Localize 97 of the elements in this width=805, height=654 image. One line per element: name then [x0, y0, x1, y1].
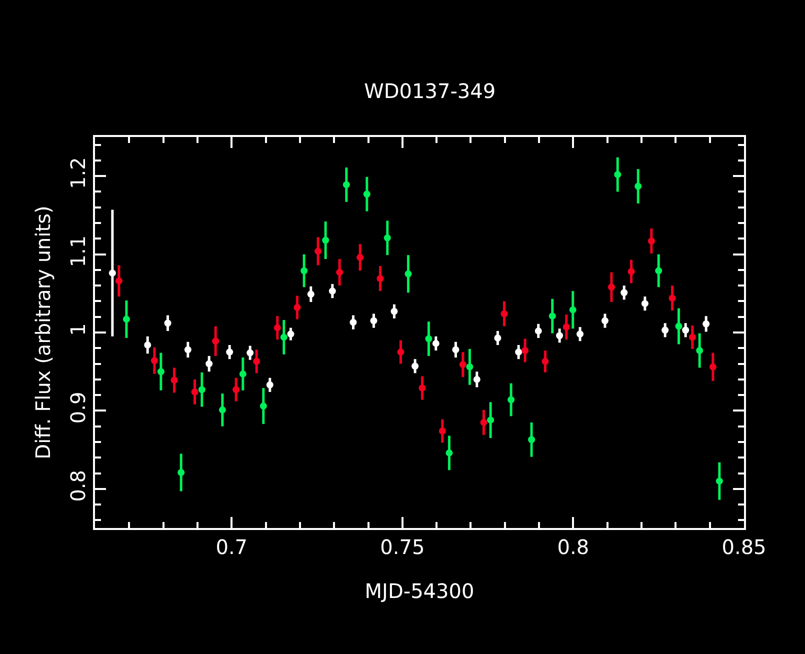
point — [404, 270, 412, 278]
point — [534, 327, 542, 334]
point — [384, 234, 391, 242]
point — [648, 238, 655, 245]
point — [322, 236, 330, 244]
point — [390, 308, 398, 315]
x-tick-label: 0.7 — [216, 535, 248, 559]
point — [218, 406, 226, 414]
point — [232, 386, 240, 394]
point — [287, 330, 294, 338]
point — [500, 310, 508, 318]
point — [655, 267, 662, 274]
point — [370, 317, 378, 324]
y-axis-title: Diff. Flux (arbitrary units) — [31, 206, 55, 460]
point — [425, 335, 432, 342]
point — [314, 248, 322, 255]
point — [239, 370, 246, 378]
x-axis-title: MJD-54300 — [364, 579, 474, 603]
point — [170, 376, 178, 384]
point — [350, 318, 357, 326]
point — [307, 290, 314, 298]
x-tick-label: 0.8 — [557, 535, 590, 559]
point — [446, 449, 453, 456]
x-tick-label: 0.75 — [380, 535, 425, 559]
point — [212, 338, 220, 345]
point — [452, 346, 460, 354]
point — [668, 294, 676, 302]
point — [696, 346, 704, 354]
point — [675, 322, 682, 330]
point — [641, 300, 648, 308]
point — [569, 306, 576, 314]
y-tick-label: 1.1 — [66, 235, 90, 268]
point — [466, 363, 474, 370]
point — [702, 320, 710, 328]
y-tick-label: 0.8 — [66, 470, 90, 502]
point — [542, 358, 549, 365]
point — [682, 326, 690, 334]
point — [206, 360, 213, 368]
point — [459, 361, 466, 368]
point — [494, 334, 502, 342]
point — [634, 182, 642, 190]
point — [508, 396, 515, 404]
point — [418, 384, 426, 392]
point — [709, 363, 716, 370]
point — [184, 346, 192, 354]
point — [438, 428, 446, 435]
point — [576, 330, 584, 338]
point — [608, 284, 615, 291]
point — [280, 334, 288, 341]
point — [601, 317, 608, 324]
point — [266, 381, 274, 388]
point — [191, 388, 198, 396]
point — [688, 334, 696, 341]
point — [144, 342, 152, 349]
chart-title: WD0137-349 — [364, 79, 496, 103]
point — [515, 348, 522, 356]
point — [548, 312, 556, 320]
point — [528, 436, 536, 444]
point — [122, 316, 130, 323]
point — [253, 358, 260, 365]
y-tick-label: 1 — [66, 323, 90, 336]
point — [522, 346, 529, 354]
x-tick-label: 0.85 — [722, 535, 766, 559]
point — [115, 277, 122, 284]
point — [356, 254, 364, 261]
point — [432, 340, 440, 347]
point — [226, 348, 234, 356]
point — [397, 348, 404, 356]
point — [620, 289, 628, 296]
point — [294, 304, 301, 311]
point — [164, 320, 172, 327]
point — [480, 418, 488, 426]
point — [150, 357, 158, 364]
y-tick-label: 1.2 — [66, 157, 90, 190]
point — [562, 324, 570, 331]
point — [198, 386, 206, 394]
point — [662, 326, 669, 334]
point — [157, 368, 164, 376]
point — [274, 324, 281, 332]
point — [376, 275, 384, 282]
y-tick-label: 0.9 — [66, 392, 90, 424]
point — [614, 171, 622, 178]
point — [328, 288, 336, 295]
point — [246, 349, 254, 356]
point — [363, 190, 370, 198]
point — [342, 181, 350, 188]
point — [412, 362, 419, 370]
point — [487, 416, 494, 424]
point — [300, 267, 308, 274]
point — [260, 402, 267, 410]
point — [178, 468, 185, 476]
point — [628, 268, 635, 275]
point — [556, 332, 564, 340]
point — [716, 478, 723, 485]
point — [336, 268, 344, 276]
point — [473, 376, 480, 383]
point — [108, 270, 116, 277]
